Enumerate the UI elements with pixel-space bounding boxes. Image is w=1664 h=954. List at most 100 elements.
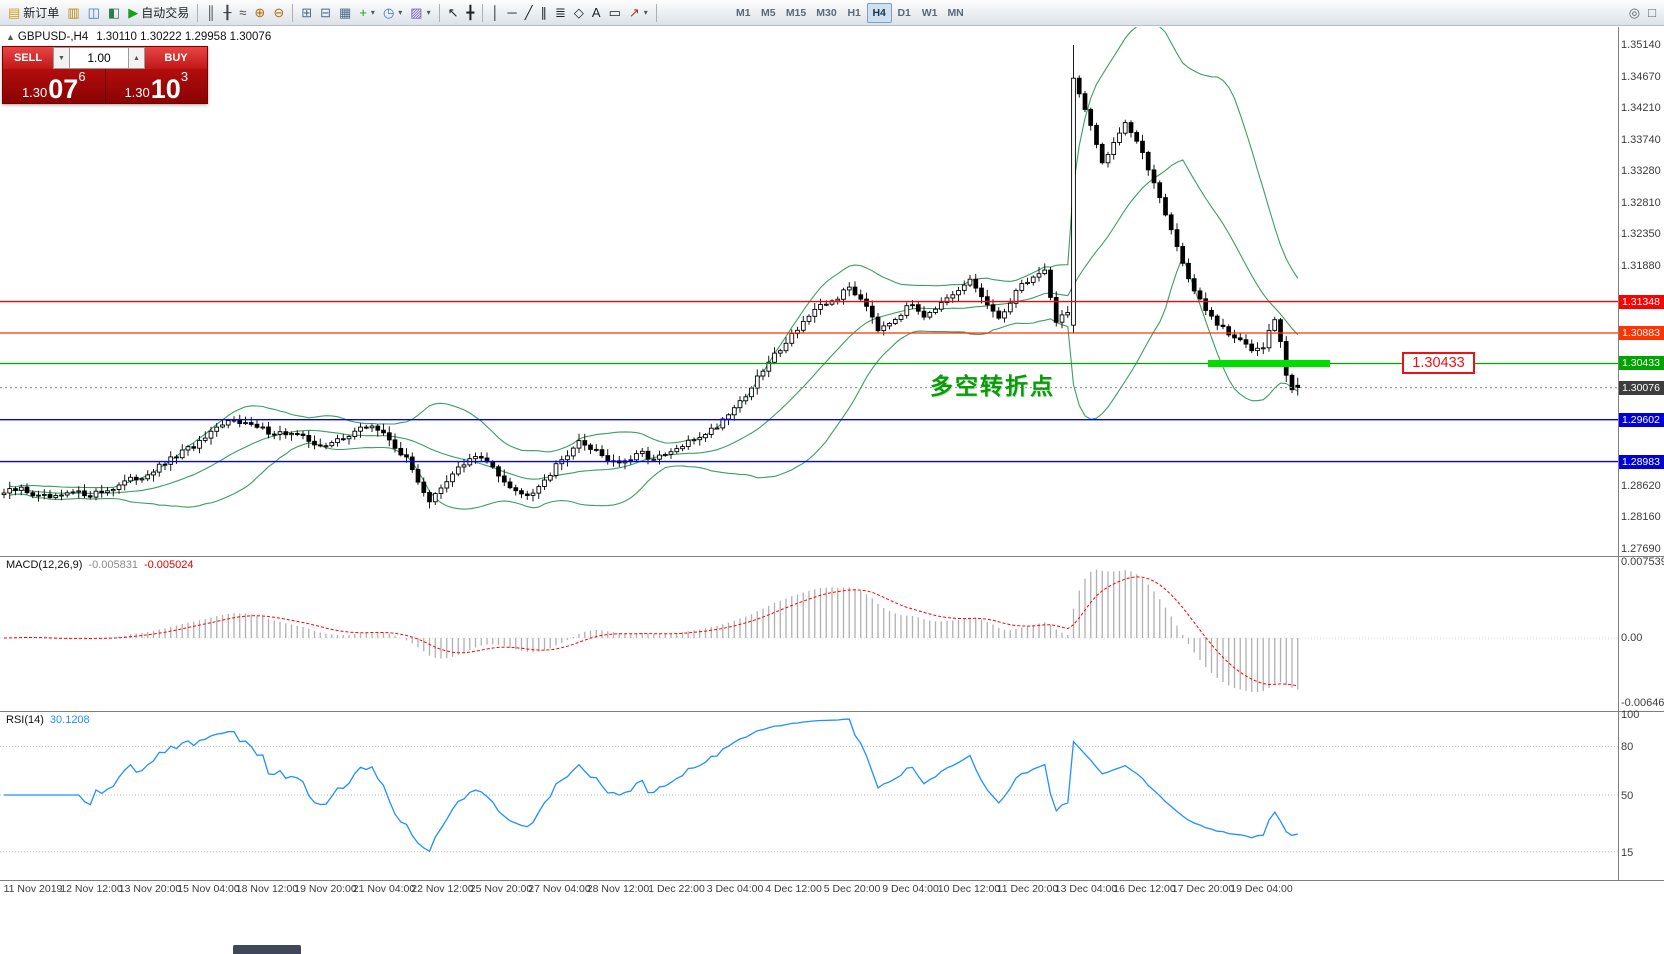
- arrange-windows-icon: ▦: [339, 5, 352, 20]
- toolbar-separator: [292, 3, 294, 22]
- timeframe-m15-button[interactable]: M15: [785, 6, 807, 19]
- sell-price-big: 07: [48, 74, 79, 105]
- templates-button[interactable]: ▨ ▾: [406, 2, 434, 24]
- macd-main-value: -0.005831: [88, 559, 138, 571]
- macd-signal-value: -0.005024: [143, 559, 194, 571]
- vertical-line-button[interactable]: │: [487, 2, 503, 24]
- text-button[interactable]: A: [588, 2, 605, 24]
- timeframe-w1-button[interactable]: W1: [921, 6, 938, 19]
- zoom-out-button[interactable]: ⊖: [269, 2, 288, 24]
- date-axis-label: 27 Nov 04:00: [528, 883, 591, 895]
- timeframe-d1-button[interactable]: D1: [897, 6, 911, 19]
- timeframe-m30-button[interactable]: M30: [816, 6, 837, 19]
- indicators-button[interactable]: + ▾: [355, 2, 379, 24]
- timeframe-mn-button[interactable]: MN: [947, 6, 964, 19]
- volume-up-button[interactable]: ▲: [128, 47, 145, 69]
- periods-button[interactable]: ◷ ▾: [379, 2, 406, 24]
- arrows-button-caret-icon: ▾: [643, 8, 648, 17]
- chart-profiles-icon: ▥: [67, 5, 80, 20]
- zoom-out-icon: ⊖: [273, 5, 285, 20]
- shapes-button[interactable]: ◇: [570, 2, 588, 24]
- rsi-axis-tick: 80: [1621, 741, 1634, 754]
- tile-windows-button[interactable]: ⊞: [297, 2, 316, 24]
- current-price-badge: 1.30076: [1619, 380, 1664, 395]
- price-line-badge: 1.30433: [1619, 356, 1664, 371]
- fibonacci-button[interactable]: ≣: [551, 2, 570, 24]
- text-label-button[interactable]: ▭: [605, 2, 625, 24]
- price-axis-tick: 1.33740: [1621, 133, 1661, 146]
- indicators-button-caret-icon: ▾: [370, 8, 375, 17]
- buy-price-display[interactable]: 1.30 10 3: [104, 69, 208, 105]
- price-axis-tick: 1.32810: [1621, 196, 1661, 209]
- price-axis-tick: 1.33280: [1621, 164, 1661, 177]
- horizontal-line-button[interactable]: ─: [503, 2, 520, 24]
- date-axis-label: 19 Dec 04:00: [1230, 883, 1293, 895]
- timeframe-m1-button[interactable]: M1: [736, 6, 751, 19]
- date-axis-label: 13 Nov 20:00: [118, 883, 182, 895]
- buy-price-sup: 3: [180, 69, 189, 84]
- bar-chart-button[interactable]: ║: [202, 2, 219, 24]
- crosshair-icon: ╋: [466, 5, 475, 20]
- one-click-trading-panel: SELL ▼ 1.00 ▲ BUY 1.30 07 6 1.30 10 3: [2, 46, 208, 104]
- arrows-button[interactable]: ↗ ▾: [625, 2, 652, 24]
- chart-annotation-text: 多空转折点: [930, 373, 1055, 399]
- ohlc-values: 1.30110 1.30222 1.29958 1.30076: [96, 31, 272, 43]
- volume-input[interactable]: 1.00: [70, 47, 128, 69]
- rsi-axis-tick: 15: [1621, 846, 1634, 859]
- date-axis-label: 21 Nov 04:00: [352, 883, 416, 895]
- symbol-period-label: GBPUSD-,H4: [17, 31, 89, 43]
- date-axis-label: 25 Nov 20:00: [469, 883, 533, 895]
- channel-icon: ∥: [540, 5, 548, 20]
- cursor-button[interactable]: ↖: [444, 2, 463, 24]
- macd-axis-tick: 0.00: [1621, 632, 1643, 644]
- rsi-title: RSI(14): [6, 714, 44, 726]
- price-axis-tick: 1.31880: [1621, 259, 1661, 272]
- zoom-in-button[interactable]: ⊕: [250, 2, 269, 24]
- new-order-button[interactable]: ▤ 新订单: [4, 2, 63, 24]
- navigator-button[interactable]: ◧: [104, 2, 124, 24]
- autotrading-button[interactable]: ▶ 自动交易: [124, 2, 193, 24]
- text-icon: A: [591, 5, 601, 20]
- buy-price-big: 10: [150, 74, 181, 105]
- bar-chart-icon: ║: [206, 5, 216, 20]
- timeframe-m5-button[interactable]: M5: [761, 6, 776, 19]
- price-level-textbox[interactable]: 1.30433: [1402, 352, 1475, 374]
- date-axis-label: 11 Dec 20:00: [996, 883, 1059, 895]
- search-button[interactable]: ◎: [1625, 2, 1644, 24]
- sell-button[interactable]: SELL: [3, 47, 53, 69]
- volume-dropdown-button[interactable]: ▼: [53, 47, 70, 69]
- date-axis-label: 13 Dec 04:00: [1054, 883, 1118, 895]
- chart-profiles-button[interactable]: ▥: [63, 2, 83, 24]
- fibonacci-icon: ≣: [555, 5, 566, 20]
- timeframe-h4-button[interactable]: H4: [866, 2, 892, 23]
- autotrading-button-label: 自动交易: [141, 6, 190, 20]
- candlestick-chart-button[interactable]: ╂: [219, 2, 235, 24]
- date-axis-label: 10 Dec 12:00: [937, 883, 1001, 895]
- vertical-line-icon: │: [491, 5, 500, 20]
- line-chart-icon: ≈: [239, 5, 247, 20]
- arrange-windows-button[interactable]: ▦: [335, 2, 355, 24]
- cascade-windows-button[interactable]: ⊟: [316, 2, 335, 24]
- market-watch-button[interactable]: ◫: [84, 2, 104, 24]
- crosshair-button[interactable]: ╋: [463, 2, 479, 24]
- zoom-in-icon: ⊕: [254, 5, 266, 20]
- shapes-icon: ◇: [573, 5, 584, 20]
- channel-button[interactable]: ∥: [537, 2, 552, 24]
- date-axis-label: 18 Nov 12:00: [235, 883, 299, 895]
- price-axis-tick: 1.34670: [1621, 70, 1661, 83]
- timeframe-h1-button[interactable]: H1: [847, 6, 861, 19]
- macd-axis-tick: 0.007539: [1621, 556, 1664, 568]
- buy-button[interactable]: BUY: [145, 47, 207, 69]
- line-chart-button[interactable]: ≈: [235, 2, 250, 24]
- trendline-button[interactable]: ╱: [521, 2, 537, 24]
- sell-price-display[interactable]: 1.30 07 6: [3, 69, 105, 103]
- text-label-icon: ▭: [608, 5, 621, 20]
- date-axis-label: 22 Nov 12:00: [411, 883, 474, 895]
- dock-button[interactable]: □: [1644, 2, 1660, 24]
- bottom-tab[interactable]: [233, 945, 301, 954]
- chart-ohlc-label: ▲ GBPUSD-,H4 1.30110 1.30222 1.29958 1.300…: [6, 31, 271, 43]
- price-axis-tick: 1.28620: [1621, 480, 1661, 493]
